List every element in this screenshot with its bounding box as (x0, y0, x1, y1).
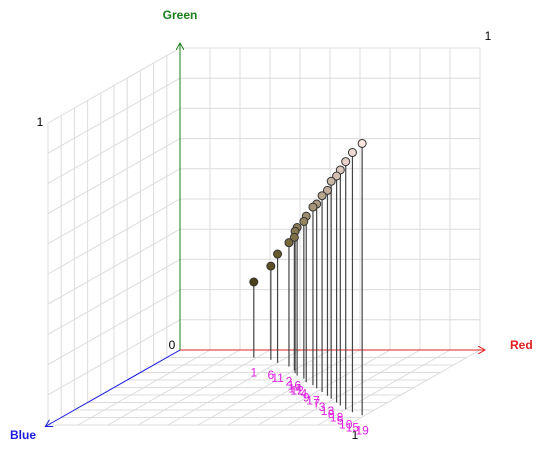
point (332, 171, 342, 181)
point (347, 148, 357, 158)
grid-line (317, 349, 451, 426)
y-axis-title: Green (163, 8, 198, 22)
point (289, 232, 299, 242)
z-axis (45, 349, 181, 427)
grid-line (47, 47, 181, 124)
point-label: 17 (306, 393, 320, 407)
origin-tick-label: 0 (169, 338, 176, 352)
point-label: 4 (300, 387, 307, 401)
grid (47, 47, 481, 426)
grid-line (47, 107, 181, 184)
point-label: 10 (339, 417, 353, 431)
z-axis-title: Blue (10, 428, 36, 442)
grid-line (47, 168, 181, 245)
point-label: 8 (328, 407, 335, 421)
point-label: 1 (250, 366, 257, 380)
point-label: 13 (321, 404, 335, 418)
grid-line (47, 77, 181, 154)
point (357, 138, 367, 148)
x-axis-title: Red (510, 338, 533, 352)
point (266, 261, 276, 271)
point (273, 249, 283, 259)
point-label: 2 (286, 375, 293, 389)
point-label: 5 (337, 414, 344, 428)
grid-line (47, 138, 181, 215)
point-label: 3 (319, 400, 326, 414)
point (317, 191, 327, 201)
point (322, 185, 332, 195)
point (341, 157, 351, 167)
point-label: 15 (346, 420, 360, 434)
grid-line (227, 349, 361, 426)
point-label: 19 (355, 423, 369, 437)
point-label: 9 (303, 390, 310, 404)
point (249, 277, 259, 287)
point-label: 11 (271, 371, 284, 385)
y-tick-label: 1 (37, 115, 44, 129)
point-label: 16 (288, 378, 302, 392)
point (284, 238, 294, 248)
point-label: 18 (330, 411, 344, 425)
point-label: 14 (288, 381, 302, 395)
point-label: 12 (290, 384, 304, 398)
x-tick-label: 1 (352, 428, 359, 442)
grid-line (257, 349, 391, 426)
point-label: 6 (267, 368, 274, 382)
grid-line (287, 349, 421, 426)
point (299, 216, 309, 226)
point (326, 176, 336, 186)
z-tick-label: 1 (485, 29, 492, 43)
point (308, 202, 318, 212)
point-label: 7 (313, 396, 320, 410)
grid-line (347, 349, 481, 426)
